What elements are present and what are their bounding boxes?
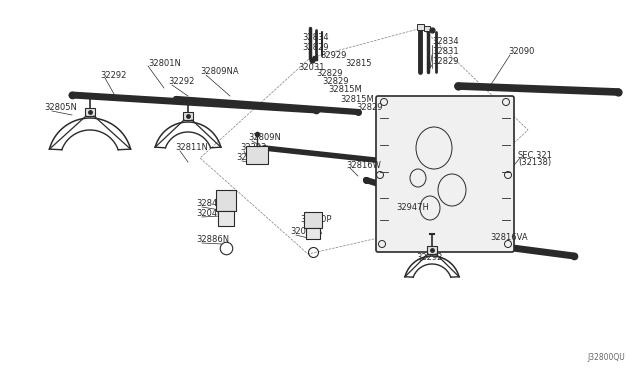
Bar: [417, 24, 424, 30]
Bar: [427, 246, 437, 254]
Text: 32829: 32829: [432, 58, 458, 67]
Bar: [304, 212, 322, 228]
Bar: [306, 228, 320, 239]
Text: 32813G: 32813G: [236, 154, 269, 163]
Text: 32840N: 32840N: [196, 199, 229, 208]
Text: 32809N: 32809N: [248, 134, 281, 142]
Text: 32090: 32090: [508, 48, 534, 57]
Text: 32829: 32829: [316, 70, 342, 78]
Text: 32031: 32031: [298, 62, 324, 71]
Text: 32809NA: 32809NA: [200, 67, 239, 77]
Text: 32815: 32815: [345, 60, 371, 68]
Bar: [216, 190, 236, 211]
Text: 32811N: 32811N: [175, 144, 208, 153]
Bar: [85, 108, 95, 116]
Text: 32292: 32292: [240, 144, 266, 153]
Text: J32800QU: J32800QU: [588, 353, 625, 362]
Text: 32292: 32292: [416, 253, 442, 263]
Text: 32947H: 32947H: [396, 203, 429, 212]
Text: 32886N: 32886N: [196, 235, 229, 244]
Text: 32292: 32292: [168, 77, 195, 87]
Text: (32138): (32138): [518, 158, 551, 167]
Bar: [246, 146, 268, 164]
Text: 32834: 32834: [302, 33, 328, 42]
Text: 32815M: 32815M: [328, 86, 362, 94]
Text: 32040A: 32040A: [290, 228, 322, 237]
Text: 32816VA: 32816VA: [490, 234, 527, 243]
Text: 32040P: 32040P: [300, 215, 332, 224]
Text: 32929: 32929: [320, 51, 346, 61]
Text: 32829: 32829: [356, 103, 383, 112]
Text: 32292: 32292: [100, 71, 126, 80]
Text: 32834: 32834: [432, 38, 459, 46]
Text: SEC.321: SEC.321: [518, 151, 553, 160]
Bar: [183, 112, 193, 120]
Text: 32801N: 32801N: [148, 58, 181, 67]
Text: 32829: 32829: [302, 42, 328, 51]
FancyBboxPatch shape: [376, 96, 514, 252]
Text: 32816W: 32816W: [346, 160, 381, 170]
Text: 32815M: 32815M: [340, 96, 374, 105]
Text: 32831: 32831: [432, 48, 459, 57]
Text: 32040A: 32040A: [196, 209, 228, 218]
Bar: [424, 26, 430, 31]
Text: 32829: 32829: [322, 77, 349, 87]
Bar: [218, 211, 234, 227]
Text: 32805N: 32805N: [44, 103, 77, 112]
